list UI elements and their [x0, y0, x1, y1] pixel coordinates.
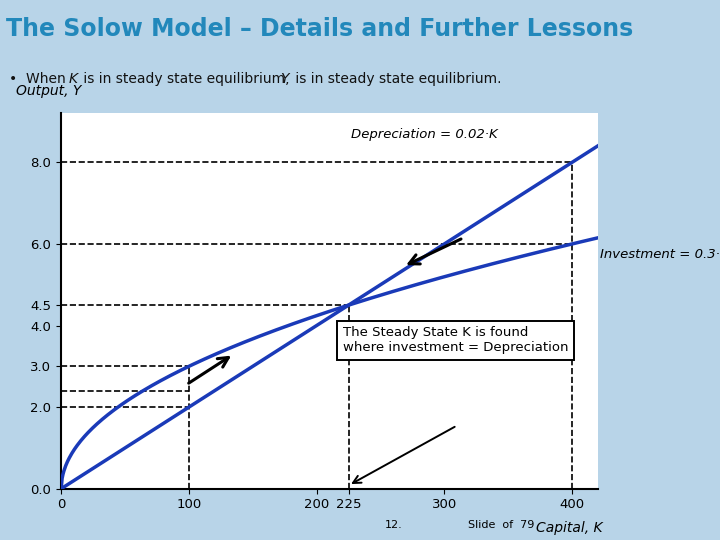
Text: Y: Y [280, 72, 289, 86]
Text: Investment = 0.3·Y: Investment = 0.3·Y [600, 248, 720, 261]
Text: Depreciation = 0.02·K: Depreciation = 0.02·K [351, 129, 498, 141]
Text: The Steady State K is found
where investment = Depreciation: The Steady State K is found where invest… [343, 327, 568, 354]
Text: Output, Y: Output, Y [16, 84, 81, 98]
Text: is in steady state equilibrium.: is in steady state equilibrium. [291, 72, 501, 86]
Text: is in steady state equilibrium,: is in steady state equilibrium, [78, 72, 294, 86]
Text: Capital, K: Capital, K [536, 521, 603, 535]
Text: 12.: 12. [385, 520, 403, 530]
Text: The Solow Model – Details and Further Lessons: The Solow Model – Details and Further Le… [6, 17, 633, 40]
Text: •  When: • When [9, 72, 71, 86]
Text: K: K [69, 72, 78, 86]
Text: Slide  of  79: Slide of 79 [468, 520, 534, 530]
